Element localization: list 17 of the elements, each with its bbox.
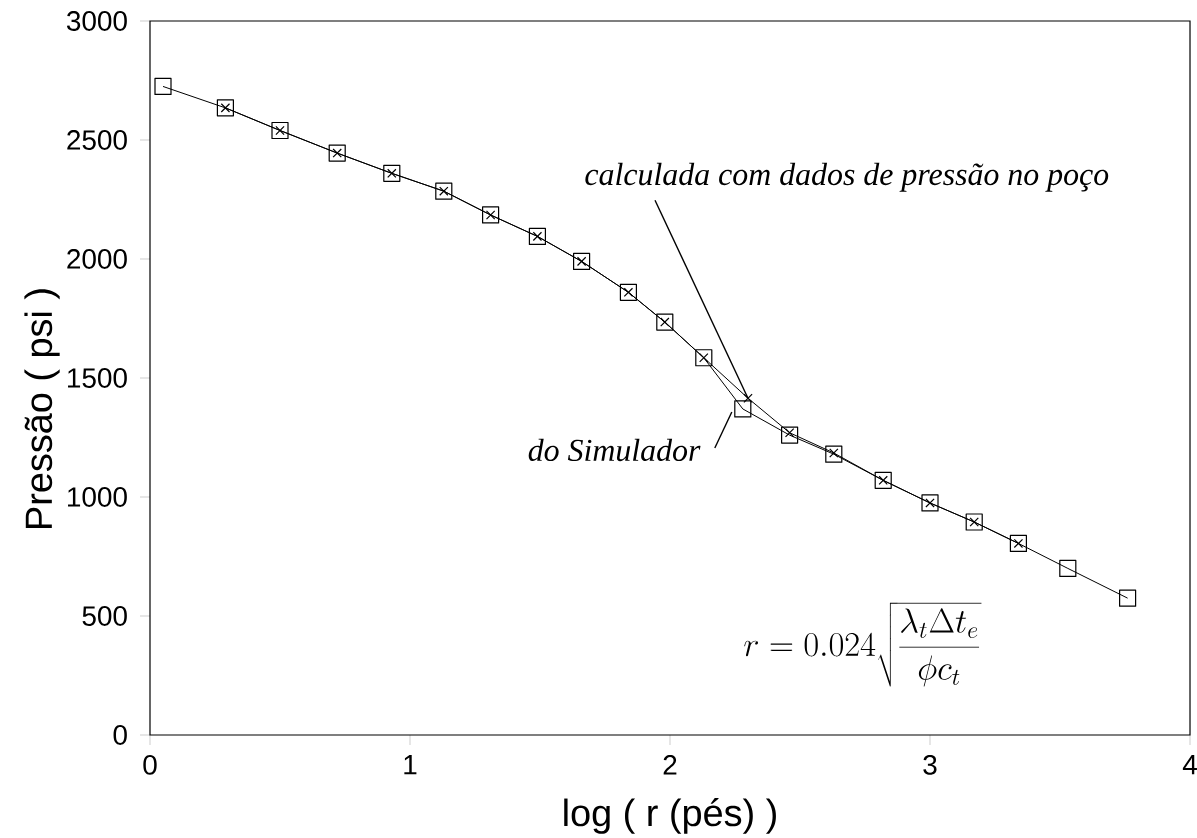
y-tick-label: 0 (113, 725, 127, 745)
x-tick-label: 2 (663, 755, 677, 775)
annotation: $r = 0.024\sqrt{\frac{\lambda_t\Delta t_e}{\phi c_t}}$ (744, 602, 982, 687)
y-tick-label: 3000 (66, 11, 127, 31)
y-tick-label: 2000 (67, 249, 127, 269)
x-tick-label: 4 (1182, 755, 1197, 775)
y-axis-title: Pressão ( psi ) (24, 289, 60, 528)
annotation: do Simulador (528, 438, 701, 462)
y-tick-label: 1500 (68, 368, 127, 388)
x-tick-label: 0 (143, 755, 157, 775)
annotation: calculada com dados de pressão no poço (585, 162, 1109, 192)
x-tick-label: 3 (923, 755, 937, 775)
x-axis-title: log ( r (pés) ) (564, 798, 776, 834)
y-tick-label: 2500 (67, 130, 127, 150)
y-tick-label: 500 (82, 606, 127, 626)
y-tick-label: 1000 (68, 487, 127, 507)
x-tick-label: 1 (404, 755, 417, 775)
